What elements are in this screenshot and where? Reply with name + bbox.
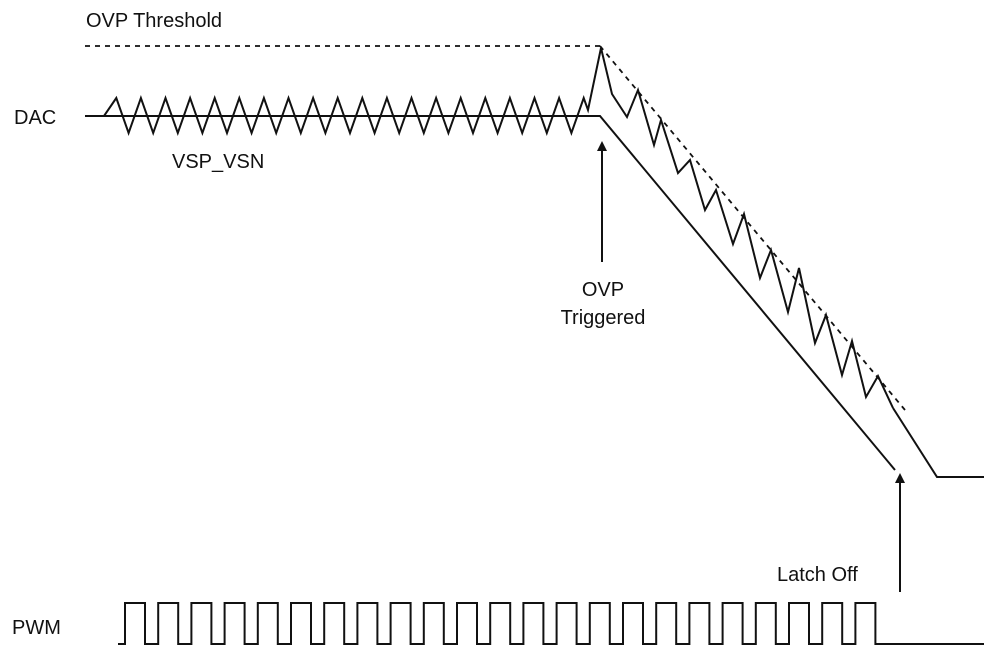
pwm-waveform — [118, 602, 984, 645]
dac-label: DAC — [14, 107, 56, 129]
output-latched-line — [892, 407, 984, 478]
vsp-vsn-waveform — [85, 47, 894, 409]
ovp-decay-guide-line — [599, 45, 906, 411]
vsp-vsn-label: VSP_VSN — [172, 151, 264, 173]
ovp-triggered-label-line2: Triggered — [561, 307, 646, 329]
latch-off-label: Latch Off — [777, 564, 858, 586]
ovp-threshold-label: OVP Threshold — [86, 10, 222, 32]
ovp-triggered-label-line1: OVP — [582, 279, 624, 301]
pwm-label: PWM — [12, 617, 61, 639]
